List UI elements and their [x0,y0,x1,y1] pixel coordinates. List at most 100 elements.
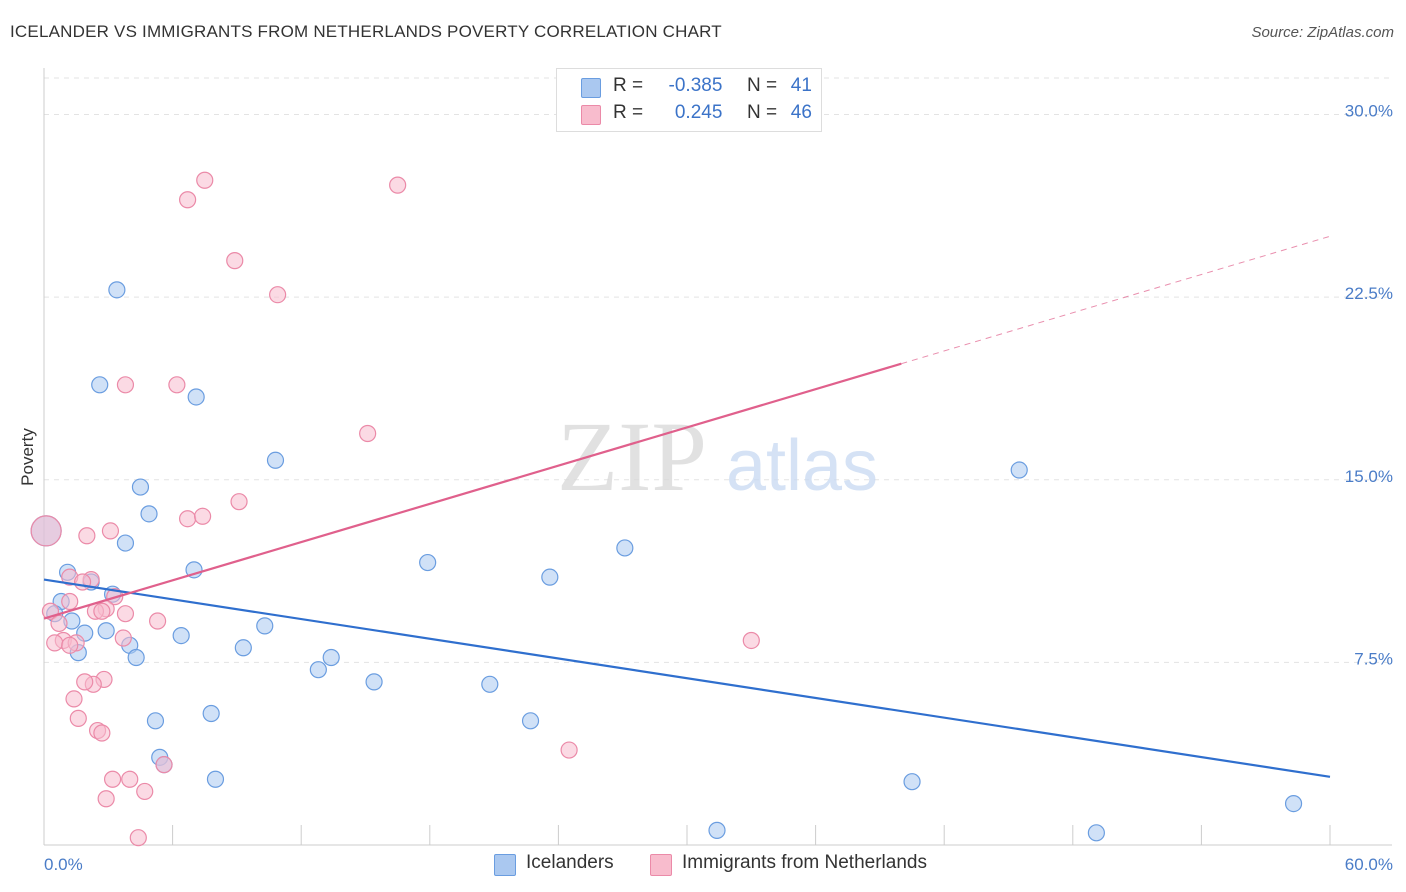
netherlands-point [121,770,139,788]
icelander-point [541,568,559,586]
netherlands-swatch-icon [581,105,601,125]
icelander-point [708,821,726,839]
icelanders-trend-line [43,578,1331,778]
bottom-legend-label-netherlands: Immigrants from Netherlands [682,852,927,873]
y-axis-label: Poverty [18,428,37,486]
netherlands-point [65,690,83,708]
netherlands-point [168,376,186,394]
netherlands-point [179,510,197,528]
watermark-atlas: atlas [726,426,878,506]
chart-title: ICELANDER VS IMMIGRANTS FROM NETHERLANDS… [10,22,722,41]
source-credit: Source: ZipAtlas.com [1251,24,1394,41]
netherlands-point [93,602,111,620]
netherlands-point [226,252,244,270]
icelander-point [521,712,540,730]
netherlands-point [148,612,167,630]
icelander-point [419,553,437,572]
icelander-point [172,626,190,645]
icelander-point [1087,824,1105,842]
netherlands-point [136,782,154,801]
netherlands-point [269,286,287,304]
y-tick-label: 22.5% [1345,284,1393,303]
icelander-point [116,534,135,552]
n-value-icelanders: 41 [790,75,812,96]
x-tick-label: 0.0% [44,855,83,874]
watermark-zip: ZIP [557,401,707,512]
icelanders-legend-icon [494,854,516,876]
icelander-point [1010,461,1028,479]
axes [43,68,1392,846]
icelander-point [481,675,499,693]
r-label: R = [613,102,644,123]
icelander-point [131,478,150,496]
icelander-point [1284,795,1303,813]
icelander-point [322,648,340,667]
x-tick-labels: 0.0% 60.0% [44,855,1393,874]
netherlands-point [76,673,94,691]
netherlands-point [179,191,197,209]
icelander-point [127,648,145,667]
y-tick-label: 15.0% [1345,467,1393,486]
netherlands-point [78,527,96,545]
icelander-point [91,376,109,394]
netherlands-point [389,176,407,194]
netherlands-point [359,424,377,443]
netherlands-point [97,790,115,808]
netherlands-point [103,770,122,788]
netherlands-point [560,741,578,759]
netherlands-point [194,507,212,525]
y-tick-labels: 7.5% 15.0% 22.5% 30.0% [1345,102,1393,669]
bottom-legend-label-icelanders: Icelanders [526,852,614,873]
netherlands-point [101,522,120,540]
netherlands-point [30,515,62,547]
netherlands-legend-icon [650,854,672,876]
grid-lines [44,77,1392,663]
icelander-point [616,539,634,557]
r-label: R = [613,75,644,96]
icelander-point [97,622,115,640]
icelander-point [146,712,165,730]
netherlands-point [116,605,135,623]
icelander-point [234,639,252,657]
bottom-legend-netherlands: Immigrants from Netherlands [650,852,970,876]
y-tick-label: 7.5% [1354,649,1393,668]
r-value-icelanders: -0.385 [668,75,723,96]
netherlands-point [69,709,87,727]
icelander-point [256,617,274,635]
netherlands-point [50,614,68,633]
trend-lines [43,235,1331,778]
netherlands-trend-line [43,362,902,620]
legend-text-netherlands: R = 0.245 N = 46 [613,102,820,124]
watermark: ZIP atlas [557,401,878,512]
icelander-point [903,773,921,791]
n-value-netherlands: 46 [790,102,812,123]
netherlands-point [116,376,135,394]
y-tick-label: 30.0% [1345,102,1393,121]
icelander-point [187,388,205,406]
n-label: N = [746,75,778,96]
netherlands-point [61,636,79,654]
netherlands-point [73,573,92,591]
n-label: N = [746,102,778,123]
legend-text-icelanders: R = -0.385 N = 41 [613,75,820,97]
icelander-point [365,673,383,691]
r-value-netherlands: 0.245 [674,102,723,123]
bottom-legend-icelanders: Icelanders [494,852,634,876]
netherlands-point [46,634,64,652]
netherlands-point [93,724,111,742]
netherlands-point [742,631,760,650]
netherlands-point [129,829,147,847]
icelander-point [206,770,225,788]
icelander-point [202,704,220,723]
netherlands-point [114,629,132,647]
netherlands-point [155,756,173,774]
netherlands-point [196,171,214,189]
icelander-point [108,281,126,299]
netherlands-point [61,592,79,611]
icelander-point [266,451,285,469]
icelanders-swatch-icon [581,78,601,98]
icelander-point [309,661,327,679]
netherlands-point [230,493,248,511]
data-points [30,171,1303,847]
icelander-point [140,505,158,523]
